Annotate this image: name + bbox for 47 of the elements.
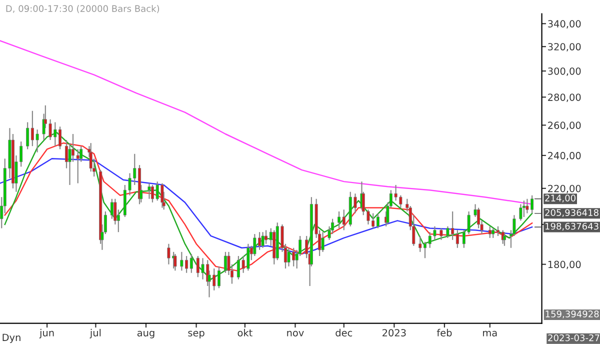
x-tick-label: ma: [483, 330, 497, 336]
candlestick: [261, 232, 264, 248]
candlestick: [321, 232, 324, 252]
x-tick-label: dec: [336, 328, 352, 336]
y-tick-label: 340,00: [548, 20, 581, 28]
candlestick: [502, 232, 506, 246]
candlestick: [148, 182, 151, 200]
candlestick: [224, 251, 227, 274]
candlestick: [342, 209, 346, 231]
x-tick-label: jul: [90, 328, 101, 338]
candlestick: [519, 204, 522, 222]
text: 2023-03-27: [548, 334, 600, 342]
x-tick-label: aug: [137, 330, 154, 338]
x-tick-label: 2023: [382, 329, 406, 336]
candlestick: [167, 243, 170, 265]
annotation: 214,00: [545, 194, 576, 202]
candlestick: [217, 266, 220, 289]
candlestick: [174, 253, 177, 272]
candlestick: [110, 198, 114, 220]
y-tick-label: 180,00: [548, 260, 581, 270]
y-tick-label: 260,00: [548, 122, 581, 130]
y-tick-label: 320,00: [548, 43, 581, 52]
candlestick: [190, 253, 193, 274]
candlestick: [376, 212, 380, 229]
x-tick-label: jun: [39, 328, 54, 338]
candlestick: [338, 210, 341, 229]
line-series: [0, 158, 533, 255]
candlestick: [26, 122, 30, 150]
candlestick: [488, 226, 492, 238]
y-tick-label: 240,00: [548, 152, 581, 160]
candlestick: [456, 230, 459, 248]
candlestick: [522, 200, 526, 218]
y-tick-label: 220,00: [548, 184, 581, 194]
annotation: 205,936418: [545, 209, 598, 217]
text: 159,394928: [546, 310, 599, 318]
annotation: 198,637643: [546, 222, 598, 231]
chart-title: D, 09:00-17:30 (20000 Bars Back): [6, 5, 160, 14]
y-tick-label: 280,00: [548, 94, 581, 102]
candlestick: [264, 230, 268, 244]
x-tick-label: sep: [188, 330, 204, 338]
text: Dyn: [2, 334, 20, 343]
x-tick-label: okt: [238, 328, 252, 336]
candlestick: [89, 142, 92, 172]
x-tick-label: nov: [287, 330, 304, 336]
candlestick: [440, 228, 443, 240]
x-tick-label: feb: [436, 328, 452, 336]
y-tick-label: 300,00: [548, 67, 581, 76]
